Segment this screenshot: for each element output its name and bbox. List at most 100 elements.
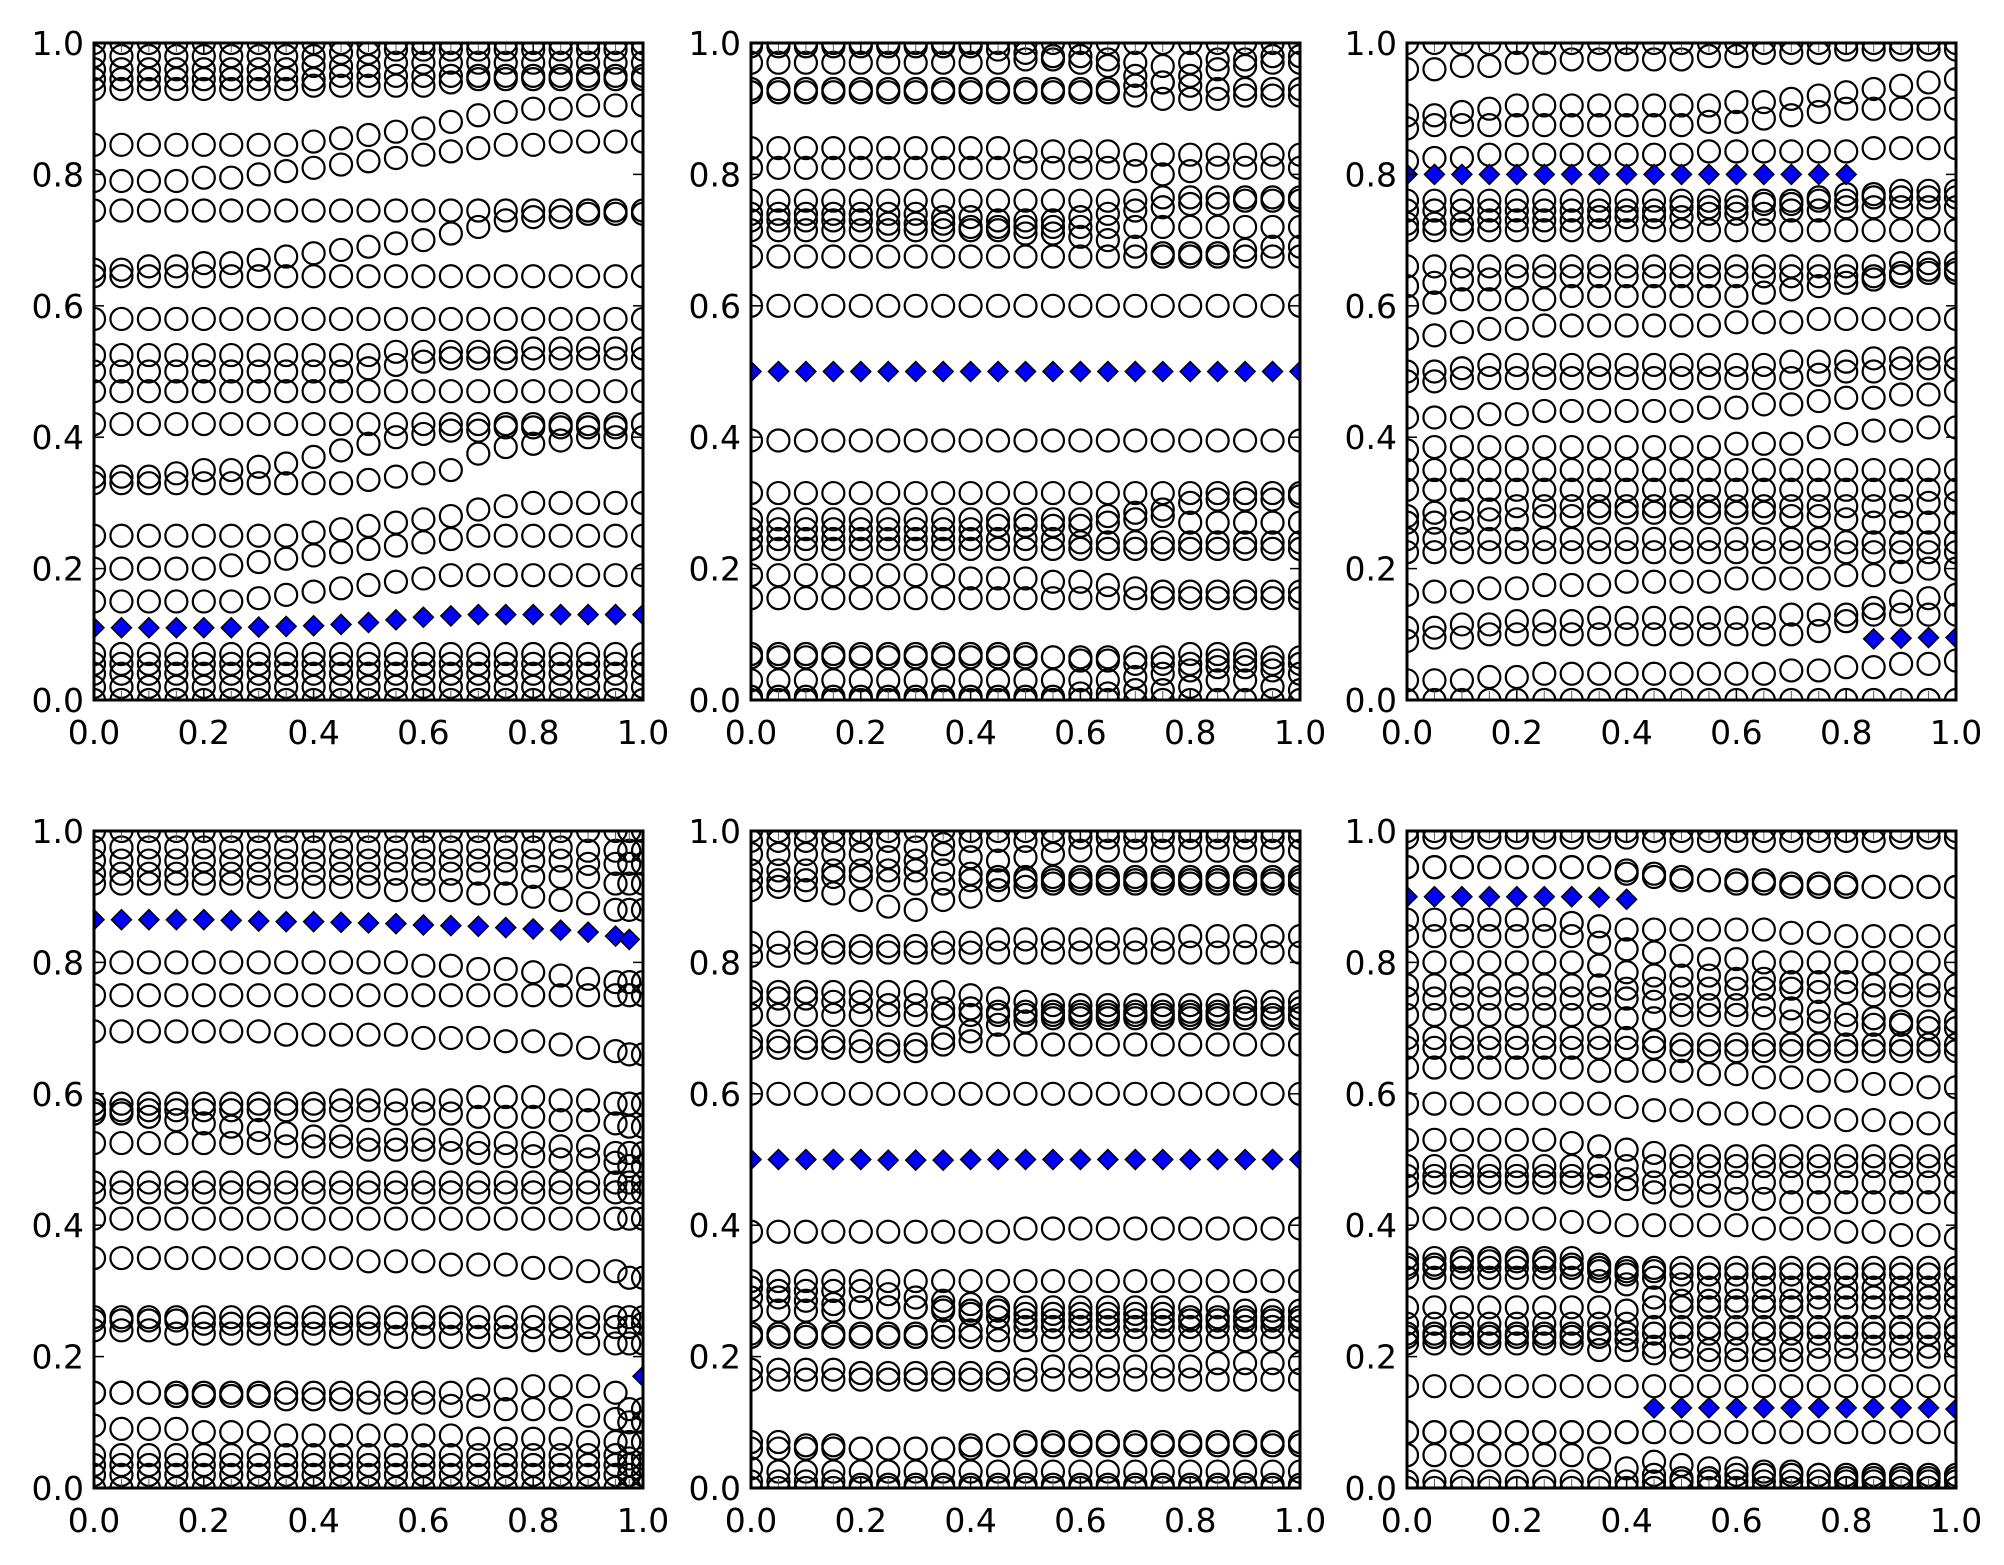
circle-point bbox=[1150, 1472, 1175, 1488]
circle-point bbox=[1587, 93, 1612, 118]
diamond-point bbox=[1407, 885, 1419, 908]
circle-point bbox=[94, 342, 107, 368]
circle-point bbox=[630, 411, 643, 437]
circle-point bbox=[575, 490, 601, 515]
circle-point bbox=[903, 188, 928, 213]
circle-point bbox=[136, 1130, 161, 1156]
diamond-point bbox=[137, 908, 160, 931]
circle-point bbox=[1834, 687, 1859, 700]
circle-point bbox=[1641, 831, 1667, 853]
circle-point bbox=[1260, 234, 1285, 259]
circle-point bbox=[1779, 198, 1804, 223]
circle-point bbox=[985, 1012, 1011, 1037]
circle-point bbox=[136, 1416, 161, 1441]
circle-point bbox=[521, 687, 546, 700]
circle-point bbox=[164, 523, 189, 548]
circle-point bbox=[1916, 1009, 1941, 1034]
diamond-series bbox=[94, 603, 643, 639]
circle-point bbox=[1095, 1081, 1120, 1106]
circle-point bbox=[356, 73, 381, 98]
circle-point bbox=[1504, 622, 1529, 647]
circle-point bbox=[903, 517, 928, 542]
diamond-point bbox=[877, 1149, 900, 1172]
circle-point bbox=[274, 1091, 299, 1116]
circle-point bbox=[1532, 494, 1557, 519]
circle-point bbox=[1806, 264, 1831, 289]
circle-point bbox=[1696, 540, 1722, 565]
circle-point bbox=[630, 93, 643, 118]
circle-point bbox=[1806, 503, 1831, 529]
circle-point bbox=[109, 1130, 134, 1156]
circle-point bbox=[1724, 90, 1749, 115]
circle-point bbox=[1532, 208, 1557, 233]
circle-point bbox=[1504, 1055, 1529, 1080]
circle-point bbox=[1532, 831, 1557, 850]
circle-point bbox=[1504, 1469, 1529, 1488]
circle-point bbox=[617, 1042, 642, 1067]
circle-point bbox=[1834, 1334, 1859, 1359]
circle-point bbox=[1205, 993, 1230, 1018]
circle-point bbox=[603, 563, 628, 588]
circle-point bbox=[1751, 1321, 1776, 1346]
circle-point bbox=[1287, 142, 1300, 167]
circle-point bbox=[1504, 494, 1529, 519]
circle-point bbox=[1449, 405, 1475, 430]
circle-point bbox=[191, 342, 216, 368]
circle-point bbox=[493, 1314, 518, 1340]
circle-point bbox=[466, 339, 491, 364]
circle-point bbox=[383, 411, 409, 437]
x-tick-label: 0.8 bbox=[1820, 1501, 1872, 1540]
circle-point bbox=[383, 1170, 409, 1195]
circle-point bbox=[1587, 855, 1612, 880]
circle-point bbox=[1641, 861, 1667, 886]
circle-point bbox=[931, 1081, 956, 1106]
circle-point bbox=[766, 1268, 791, 1294]
circle-point bbox=[548, 1088, 573, 1113]
circle-point bbox=[1559, 1170, 1584, 1195]
circle-point bbox=[848, 687, 873, 700]
circle-point bbox=[1724, 1321, 1749, 1346]
circle-point bbox=[219, 1380, 244, 1405]
circle-point bbox=[1449, 477, 1475, 502]
circle-point bbox=[383, 651, 409, 676]
circle-point bbox=[1449, 43, 1474, 56]
circle-point bbox=[931, 1436, 956, 1461]
circle-point bbox=[136, 1170, 161, 1195]
circle-point bbox=[1178, 1472, 1203, 1488]
circle-point bbox=[1696, 917, 1722, 942]
circle-point bbox=[1150, 678, 1175, 700]
circle-point bbox=[164, 168, 189, 194]
circle-point bbox=[1916, 43, 1941, 62]
circle-point bbox=[109, 1318, 134, 1343]
circle-point bbox=[1422, 1321, 1447, 1346]
circle-point bbox=[1013, 507, 1038, 532]
circle-point bbox=[848, 1219, 873, 1244]
circle-point bbox=[1696, 352, 1722, 378]
circle-point bbox=[1559, 1209, 1584, 1235]
circle-point bbox=[328, 517, 354, 542]
circle-point bbox=[1889, 1475, 1914, 1488]
circle-point bbox=[1123, 507, 1148, 532]
circle-point bbox=[274, 132, 299, 157]
circle-point bbox=[1013, 293, 1038, 318]
circle-point bbox=[274, 1170, 299, 1195]
circle-point bbox=[328, 1022, 354, 1047]
circle-point bbox=[1888, 1334, 1914, 1359]
circle-point bbox=[109, 1170, 134, 1195]
circle-point bbox=[493, 563, 518, 588]
circle-point bbox=[1861, 254, 1886, 279]
circle-point bbox=[1233, 1472, 1258, 1488]
circle-point bbox=[1806, 477, 1831, 502]
circle-point bbox=[136, 132, 161, 157]
circle-point bbox=[1861, 195, 1886, 220]
circle-point bbox=[94, 556, 107, 581]
circle-point bbox=[1449, 1311, 1475, 1336]
circle-point bbox=[1861, 136, 1886, 161]
circle-point bbox=[751, 1321, 764, 1346]
circle-point bbox=[1916, 586, 1941, 611]
circle-point bbox=[766, 517, 791, 542]
subplot-top-right: 0.0 0.2 0.4 0.6 0.8 1.00.00.20.40.60.81.0 bbox=[1345, 24, 1983, 752]
circle-point bbox=[94, 198, 107, 223]
circle-point bbox=[1260, 487, 1285, 512]
circle-point bbox=[766, 1029, 791, 1054]
